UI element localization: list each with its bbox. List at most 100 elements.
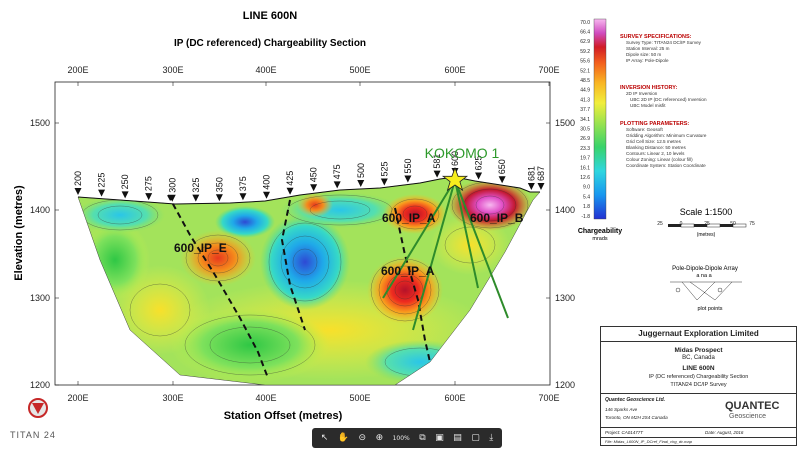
station-marker — [168, 194, 176, 202]
fit-page-icon[interactable]: ▣ — [435, 433, 444, 443]
topography-line — [77, 176, 540, 205]
colorbar-tick: 41.3 — [580, 97, 590, 103]
station-label: 650 — [497, 159, 507, 174]
plotting-heading: PLOTTING PARAMETERS: — [620, 121, 690, 127]
survey-spec-line: Station Interval: 25 m — [626, 46, 670, 51]
ip-b-label: 600_IP_B — [470, 211, 524, 225]
station-marker — [475, 172, 483, 180]
inversion-line: UBC 2D IP (DC referenced) Inversion — [630, 97, 707, 102]
fault-trace-west — [167, 194, 269, 379]
export-icon[interactable]: ⤓ — [489, 433, 494, 443]
scale-ticks: 25 0 25 50 75 — [657, 221, 755, 227]
title-block-brand-sub: Geoscience — [729, 413, 766, 420]
section-subtitle: IP (DC referenced) Chargeability Section — [174, 38, 366, 49]
x-tick-top-400e: 400E — [255, 65, 276, 75]
section-title: LINE 600N — [243, 10, 297, 22]
station-marker — [145, 193, 153, 201]
station-markers: 200 225 250 275 300 325 350 375 400 425 450 475 500 5… — [73, 151, 546, 202]
y-tick-right-1300: 1300 — [555, 293, 575, 303]
plotting-line: Contours: Linear 2, 10 levels — [626, 151, 685, 156]
survey-specs-heading: SURVEY SPECIFICATIONS: — [620, 34, 692, 40]
station-marker — [239, 193, 247, 201]
colorbar-tick: 59.2 — [580, 49, 590, 55]
colorbar-tick: 9.0 — [583, 185, 590, 191]
zoom-out-icon[interactable]: ⊝ — [358, 433, 367, 443]
station-label: 375 — [238, 176, 248, 191]
fault-trace-central — [280, 199, 306, 331]
ip-a-lower-label: 600_IP_A — [381, 264, 435, 278]
y-axis-title: Elevation (metres) — [13, 185, 25, 281]
title-block-location: BC, Canada — [682, 355, 715, 361]
drill-trace-3 — [454, 179, 479, 289]
fit-width-icon[interactable]: ▤ — [453, 433, 462, 443]
drill-trace-1 — [382, 179, 456, 299]
scale-tick-25: 25 — [704, 221, 710, 227]
station-label: 475 — [332, 164, 342, 179]
title-block: Juggernaut Exploration Limited Midas Pro… — [600, 326, 797, 446]
station-label: 250 — [120, 174, 130, 189]
title-block-survey: TITAN24 DC/IP Survey — [670, 382, 727, 388]
titan24-logo-icon — [28, 398, 48, 418]
station-label: 275 — [144, 176, 154, 191]
station-marker — [357, 179, 365, 187]
y-tick-right-1500: 1500 — [555, 118, 575, 128]
scale-tick-0: 0 — [680, 221, 683, 227]
plotting-line: Software: Geosoft — [626, 127, 663, 132]
survey-spec-line: IP Array: Pole-Dipole — [626, 58, 669, 63]
station-label: 425 — [285, 171, 295, 186]
station-label: 400 — [262, 175, 272, 190]
x-tick-labels-bottom: 200E 300E 400E 500E 600E 700E — [67, 393, 559, 403]
plotting-line: Colour Zoning: Linear (colour fill) — [626, 157, 693, 162]
ip-e-label: 600_IP_E — [174, 241, 227, 255]
station-marker — [380, 178, 388, 186]
y-tick-labels-left: 1500 1400 1300 1200 — [30, 118, 50, 390]
x-tick-bottom-300e: 300E — [162, 393, 183, 403]
title-block-project: Project: CA01477T — [605, 430, 644, 435]
y-tick-left-1400: 1400 — [30, 205, 50, 215]
station-marker — [310, 184, 318, 192]
fullscreen-icon[interactable]: ▢ — [471, 433, 480, 443]
colorbar-tick: 62.9 — [580, 39, 590, 45]
drill-trace-2 — [412, 179, 456, 331]
scale-tick-50: 50 — [730, 221, 736, 227]
x-axis-title: Station Offset (metres) — [224, 410, 343, 422]
station-marker — [121, 191, 129, 199]
colorbar-tick: 70.0 — [580, 20, 590, 26]
zoom-level[interactable]: 100% — [392, 434, 410, 442]
station-marker — [333, 181, 341, 189]
array-title: Pole-Dipole-Dipole Array — [672, 266, 738, 272]
colorbar-tick: 52.1 — [580, 68, 590, 74]
plotting-line: Blanking Distance: 50 metres — [626, 145, 686, 150]
plotting-parameters: PLOTTING PARAMETERS: Software: Geosoft G… — [620, 121, 795, 169]
kokomo-label: KOKOMO 1 — [425, 145, 500, 161]
inversion-heading: INVERSION HISTORY: — [620, 85, 678, 91]
colorbar-tick: 5.4 — [583, 194, 590, 200]
scale-bar — [668, 223, 747, 228]
x-tick-top-600e: 600E — [444, 65, 465, 75]
scale-tick-75: 75 — [749, 221, 755, 227]
zoom-in-icon[interactable]: ⊕ — [375, 433, 384, 443]
colorbar-tick: 26.9 — [580, 136, 590, 142]
station-label: 525 — [379, 161, 389, 176]
pointer-tool-icon[interactable]: ↖ — [320, 433, 329, 443]
array-symbols: a na a — [696, 273, 712, 279]
inversion-history: INVERSION HISTORY: 2D IP Inversion UBC 2… — [620, 85, 795, 109]
copy-icon[interactable]: ⧉ — [419, 433, 426, 443]
plotting-line: Gridding Algorithm: Minimum Curvature — [626, 133, 707, 138]
drill-traces — [382, 179, 509, 331]
station-label: 450 — [309, 167, 319, 182]
station-marker — [215, 194, 223, 202]
station-marker — [404, 175, 412, 183]
colorbar-tick: 23.3 — [580, 146, 590, 152]
colorbar-tick: 12.6 — [580, 175, 590, 181]
colorbar-tick: 1.8 — [583, 204, 590, 210]
colorbar-tick: 37.7 — [580, 107, 590, 113]
station-label: 500 — [356, 163, 366, 178]
colorbar-tick: 30.5 — [580, 127, 590, 133]
x-tick-top-500e: 500E — [349, 65, 370, 75]
plotting-line: Coordinate System: Station Coordinate — [626, 163, 706, 168]
hand-tool-icon[interactable]: ✋ — [337, 433, 350, 443]
y-tick-right-1400: 1400 — [555, 205, 575, 215]
